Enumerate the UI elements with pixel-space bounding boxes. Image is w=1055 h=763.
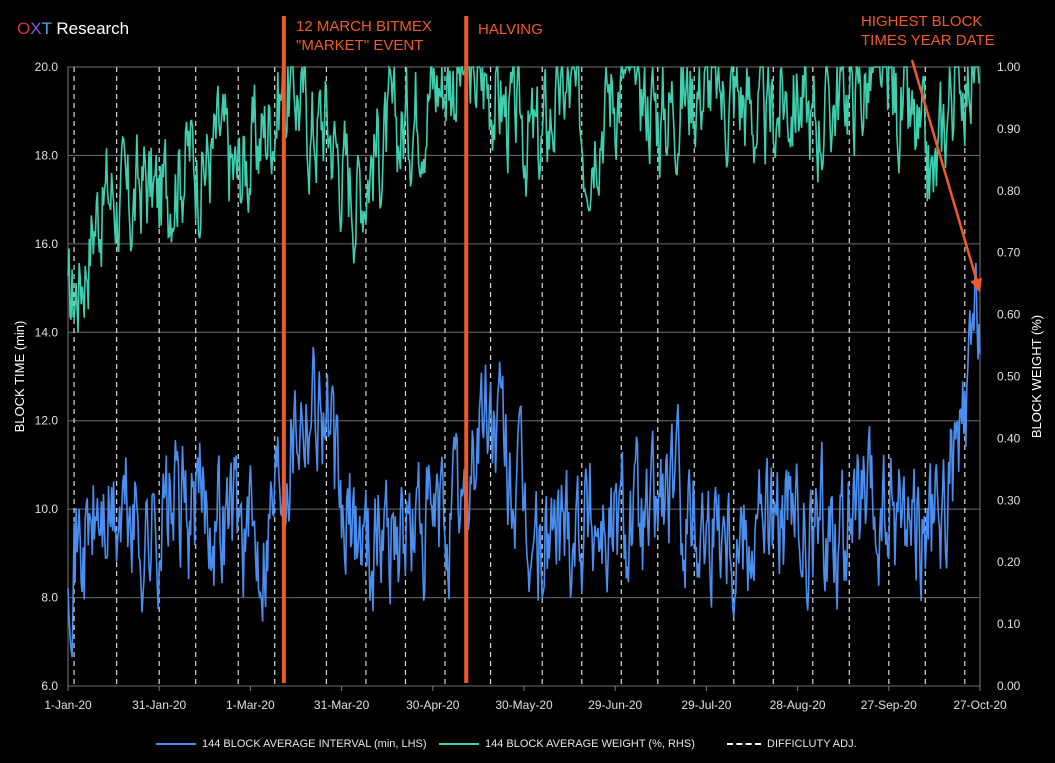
- series-line-weight: [67, 64, 981, 333]
- annotation-arrowhead: [970, 277, 982, 293]
- legend-swatch-interval: [156, 743, 196, 745]
- legend-label-weight: 144 BLOCK AVERAGE WEIGHT (%, RHS): [485, 738, 695, 750]
- x-tick-label: 31-Mar-20: [314, 698, 370, 712]
- x-tick-label: 28-Aug-20: [770, 698, 826, 712]
- y-tick-label: 6.0: [41, 679, 58, 693]
- legend-label-difficulty: DIFFICLUTY ADJ.: [767, 738, 857, 750]
- legend-item-interval: 144 BLOCK AVERAGE INTERVAL (min, LHS): [156, 738, 427, 750]
- x-tick-label: 30-Apr-20: [406, 698, 460, 712]
- plot-frame: [67, 66, 981, 687]
- x-tick-label: 29-Jun-20: [588, 698, 642, 712]
- y2-tick-label: 0.30: [997, 493, 1021, 507]
- annotation-halving: HALVING: [478, 21, 543, 38]
- legend-swatch-difficulty: [727, 743, 761, 745]
- x-tick-label: 27-Sep-20: [861, 698, 917, 712]
- brand-logo: OXT Research: [17, 19, 129, 39]
- brand-name: Research: [51, 19, 130, 38]
- legend-item-weight: 144 BLOCK AVERAGE WEIGHT (%, RHS): [439, 738, 695, 750]
- y2-tick-label: 0.00: [997, 679, 1021, 693]
- y-tick-label: 14.0: [35, 325, 59, 339]
- x-tick-label: 27-Oct-20: [953, 698, 1007, 712]
- x-tick-label: 1-Mar-20: [226, 698, 275, 712]
- brand-letter-o: O: [17, 19, 31, 38]
- y2-tick-label: 0.50: [997, 370, 1021, 384]
- x-tick-label: 29-Jul-20: [681, 698, 731, 712]
- y2-tick-label: 0.90: [997, 122, 1021, 136]
- y2-tick-label: 0.10: [997, 617, 1021, 631]
- y2-axis-title: BLOCK WEIGHT (%): [1029, 315, 1044, 438]
- y-tick-label: 18.0: [35, 148, 59, 162]
- y-tick-label: 16.0: [35, 237, 59, 251]
- x-tick-label: 1-Jan-20: [44, 698, 92, 712]
- y2-tick-label: 0.60: [997, 308, 1021, 322]
- legend-label-interval: 144 BLOCK AVERAGE INTERVAL (min, LHS): [202, 738, 427, 750]
- annotation-highest: HIGHEST BLOCK TIMES YEAR DATE: [861, 13, 995, 49]
- y2-tick-label: 0.70: [997, 246, 1021, 260]
- y2-tick-label: 0.20: [997, 555, 1021, 569]
- y2-tick-label: 1.00: [997, 60, 1021, 74]
- legend-swatch-weight: [439, 743, 479, 745]
- annotation-arrow: [910, 59, 980, 286]
- x-tick-label: 30-May-20: [495, 698, 553, 712]
- series-line-interval: [67, 262, 981, 658]
- brand-letter-t: T: [41, 19, 52, 38]
- annotation-bitmex: 12 MARCH BITMEX "MARKET" EVENT: [296, 18, 432, 54]
- y-axis-title: BLOCK TIME (min): [12, 321, 27, 433]
- y2-tick-label: 0.40: [997, 431, 1021, 445]
- y-tick-label: 12.0: [35, 414, 59, 428]
- y-tick-label: 20.0: [35, 60, 59, 74]
- y-tick-label: 10.0: [35, 502, 59, 516]
- legend-item-difficulty: DIFFICLUTY ADJ.: [727, 738, 857, 750]
- y2-tick-label: 0.80: [997, 184, 1021, 198]
- x-tick-label: 31-Jan-20: [132, 698, 186, 712]
- y-tick-label: 8.0: [41, 591, 58, 605]
- brand-letter-x: X: [30, 19, 42, 38]
